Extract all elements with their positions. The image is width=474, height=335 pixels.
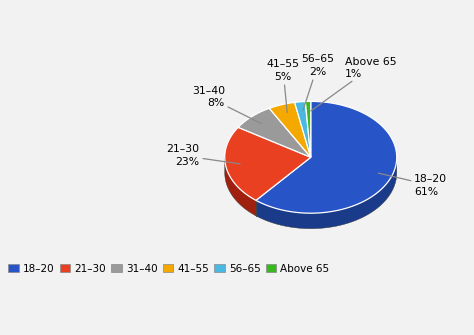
Polygon shape <box>225 157 256 216</box>
Polygon shape <box>225 127 311 200</box>
Polygon shape <box>238 108 311 157</box>
Polygon shape <box>269 103 311 157</box>
Legend: 18–20, 21–30, 31–40, 41–55, 56–65, Above 65: 18–20, 21–30, 31–40, 41–55, 56–65, Above… <box>4 260 334 278</box>
Text: 41–55
5%: 41–55 5% <box>267 59 300 113</box>
Polygon shape <box>256 158 397 229</box>
Text: Above 65
1%: Above 65 1% <box>311 57 396 111</box>
Polygon shape <box>295 102 311 157</box>
Polygon shape <box>256 102 397 213</box>
Text: 21–30
23%: 21–30 23% <box>167 144 240 167</box>
Polygon shape <box>305 102 311 157</box>
Text: 31–40
8%: 31–40 8% <box>192 86 261 124</box>
Text: 56–65
2%: 56–65 2% <box>301 54 334 110</box>
Text: 18–20
61%: 18–20 61% <box>378 173 447 197</box>
